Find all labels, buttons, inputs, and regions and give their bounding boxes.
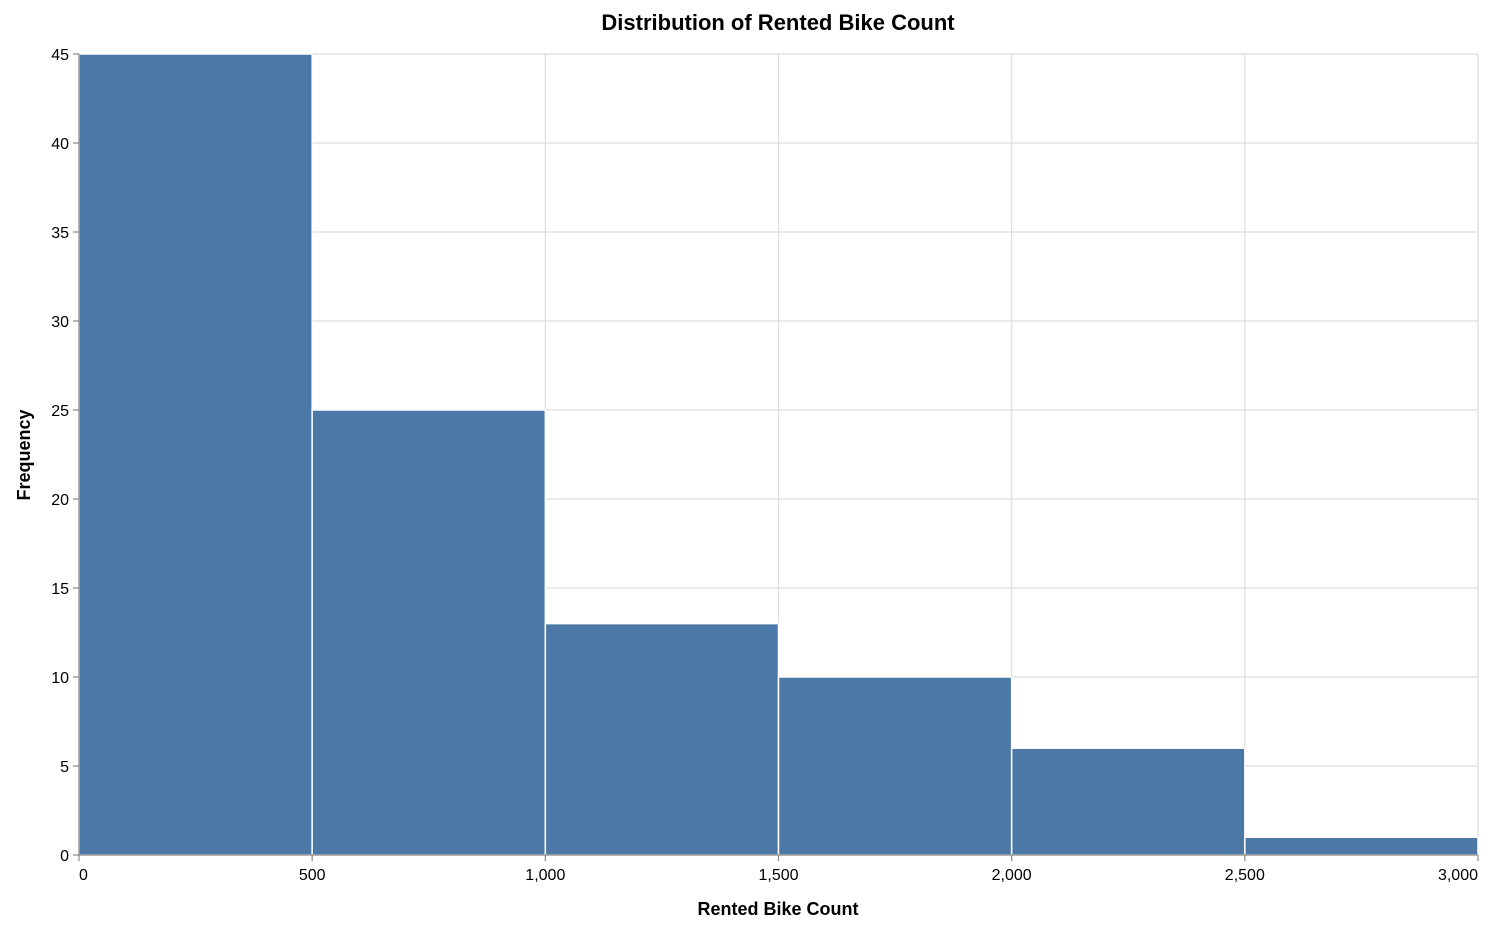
histogram-bar — [544, 622, 780, 856]
x-tick-label: 1,000 — [525, 867, 565, 884]
y-axis-title: Frequency — [14, 409, 34, 500]
x-tick-label: 0 — [79, 867, 88, 884]
y-tick-label: 35 — [51, 225, 69, 242]
histogram-bar — [777, 676, 1013, 856]
chart-title: Distribution of Rented Bike Count — [601, 10, 955, 35]
y-tick-label: 40 — [51, 136, 69, 153]
y-tick-label: 5 — [60, 759, 69, 776]
x-axis-title: Rented Bike Count — [697, 899, 858, 919]
x-tick-label: 3,000 — [1438, 867, 1478, 884]
y-tick-label: 25 — [51, 403, 69, 420]
histogram-bar — [311, 409, 547, 856]
y-tick-label: 10 — [51, 670, 69, 687]
bars — [78, 53, 1479, 856]
histogram-bar — [1010, 747, 1246, 856]
axes: 0 500 1,000 1,500 2,000 2,500 3,000 0 5 10 15 20 25 3… — [51, 47, 1479, 884]
x-tick-label: 1,500 — [758, 867, 798, 884]
y-tick-label: 45 — [51, 47, 69, 64]
histogram-bar — [78, 53, 313, 856]
x-tick-label: 2,500 — [1225, 867, 1265, 884]
y-tick-label: 0 — [60, 848, 69, 865]
y-tick-label: 30 — [51, 314, 69, 331]
histogram-bar — [1244, 836, 1479, 856]
x-tick-label: 2,000 — [992, 867, 1032, 884]
x-tick-label: 500 — [299, 867, 326, 884]
y-tick-label: 20 — [51, 492, 69, 509]
y-tick-label: 15 — [51, 581, 69, 598]
